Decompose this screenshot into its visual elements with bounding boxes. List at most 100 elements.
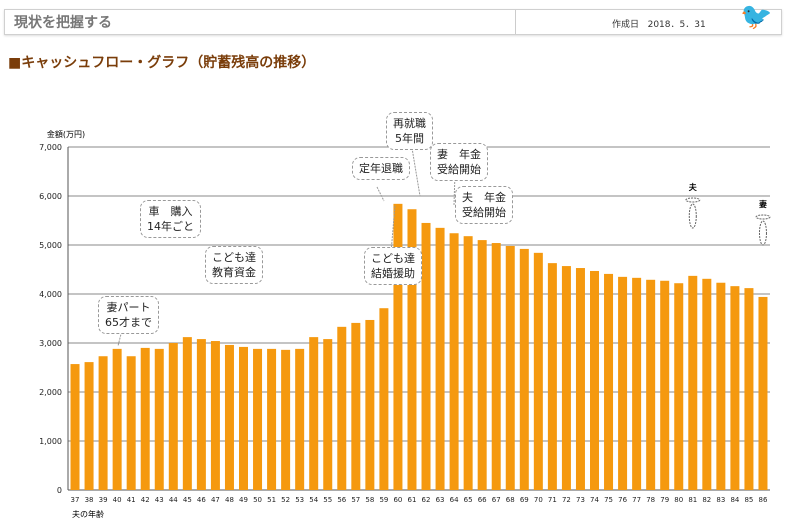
- annotation-callout: こども達 結婚援助: [364, 247, 422, 285]
- x-tick-label: 47: [211, 496, 220, 504]
- bar-age-63: [435, 227, 445, 490]
- bar-age-58: [365, 319, 375, 490]
- x-tick-label: 58: [365, 496, 374, 504]
- annotation-callout: 車 購入 14年ごと: [140, 200, 201, 238]
- x-tick-label: 39: [99, 496, 108, 504]
- callout-pointer: [410, 141, 421, 197]
- x-tick-label: 38: [85, 496, 94, 504]
- bar-age-46: [196, 339, 206, 490]
- x-tick-label: 77: [632, 496, 641, 504]
- x-tick-label: 57: [351, 496, 360, 504]
- bar-age-48: [224, 344, 234, 490]
- x-tick-label: 86: [759, 496, 768, 504]
- x-tick-label: 48: [225, 496, 234, 504]
- bar-age-84: [730, 286, 740, 490]
- bar-age-66: [477, 240, 487, 490]
- y-tick-label: 4,000: [39, 290, 62, 299]
- bar-age-39: [98, 356, 108, 490]
- x-tick-label: 60: [393, 496, 402, 504]
- annotation-callout: 定年退職: [352, 157, 410, 180]
- x-tick-label: 43: [155, 496, 164, 504]
- annotation-callout: 妻パート 65才まで: [98, 296, 159, 334]
- halo-icon: [685, 197, 701, 203]
- bar-age-75: [604, 273, 614, 490]
- x-tick-label: 64: [450, 496, 459, 504]
- mascot-icon: 🐦: [740, 2, 773, 32]
- y-tick-label: 3,000: [39, 339, 62, 348]
- bar-age-77: [632, 277, 642, 490]
- x-tick-label: 59: [379, 496, 388, 504]
- y-tick-label: 1,000: [39, 437, 62, 446]
- annotation-callout: こども達 教育資金: [205, 246, 263, 284]
- x-tick-label: 75: [604, 496, 613, 504]
- bar-age-56: [337, 326, 347, 490]
- y-tick-label: 2,000: [39, 388, 62, 397]
- bar-age-72: [561, 266, 571, 490]
- x-tick-label: 85: [744, 496, 753, 504]
- x-tick-label: 53: [295, 496, 304, 504]
- annotation-callout: 妻 年金 受給開始: [430, 143, 488, 181]
- x-tick-label: 72: [562, 496, 571, 504]
- y-tick-label: 0: [57, 486, 62, 495]
- spirit-icon: [758, 220, 767, 246]
- x-tick-label: 71: [548, 496, 557, 504]
- bar-age-37: [70, 364, 80, 490]
- x-tick-label: 82: [702, 496, 711, 504]
- x-tick-label: 83: [716, 496, 725, 504]
- y-tick-label: 7,000: [39, 143, 62, 152]
- x-tick-label: 46: [197, 496, 206, 504]
- x-tick-label: 84: [730, 496, 739, 504]
- x-tick-label: 78: [646, 496, 655, 504]
- bar-age-57: [351, 322, 361, 490]
- x-tick-label: 56: [337, 496, 346, 504]
- x-tick-label: 79: [660, 496, 669, 504]
- x-tick-label: 80: [674, 496, 683, 504]
- bar-age-82: [702, 278, 712, 490]
- x-tick-label: 42: [141, 496, 150, 504]
- x-tick-label: 45: [183, 496, 192, 504]
- halo-icon: [755, 214, 771, 220]
- x-tick-label: 73: [576, 496, 585, 504]
- bar-age-54: [309, 337, 319, 490]
- bar-age-81: [688, 275, 698, 490]
- marker-label: 夫: [688, 182, 698, 192]
- bar-age-64: [449, 233, 459, 491]
- x-tick-label: 41: [127, 496, 136, 504]
- section-title: ■キャッシュフロー・グラフ（貯蓄残高の推移）: [8, 55, 316, 71]
- x-tick-label: 44: [169, 496, 178, 504]
- x-tick-label: 37: [71, 496, 80, 504]
- bar-age-61: [407, 209, 417, 491]
- bar-age-68: [505, 245, 515, 490]
- bar-age-49: [239, 346, 248, 490]
- bar-age-79: [660, 280, 670, 490]
- y-axis-label: 金額(万円): [47, 129, 85, 139]
- date-value: 2018．5．31: [647, 20, 706, 30]
- marker-label: 妻: [759, 199, 767, 209]
- bar-age-73: [575, 268, 585, 490]
- x-tick-label: 66: [478, 496, 487, 504]
- annotation-callout: 再就職 5年間: [386, 112, 433, 150]
- callout-pointer: [376, 186, 385, 202]
- x-tick-label: 51: [267, 496, 276, 504]
- x-tick-label: 67: [492, 496, 501, 504]
- x-tick-label: 55: [323, 496, 332, 504]
- x-axis-label: 夫の年齢: [72, 509, 104, 519]
- bar-age-53: [295, 348, 305, 490]
- bar-age-74: [590, 270, 599, 490]
- x-tick-label: 70: [534, 496, 543, 504]
- bar-age-52: [281, 349, 291, 490]
- bar-age-41: [126, 356, 136, 490]
- bar-age-50: [253, 348, 263, 490]
- header-frame: [4, 9, 782, 35]
- x-tick-label: 40: [113, 496, 122, 504]
- x-tick-label: 50: [253, 496, 262, 504]
- x-tick-label: 74: [590, 496, 599, 504]
- x-tick-label: 65: [464, 496, 473, 504]
- x-tick-label: 69: [520, 496, 529, 504]
- bar-age-59: [379, 308, 389, 490]
- bar-age-62: [421, 222, 431, 490]
- bar-age-78: [646, 279, 656, 490]
- bar-age-71: [547, 263, 557, 490]
- bar-age-47: [210, 341, 220, 490]
